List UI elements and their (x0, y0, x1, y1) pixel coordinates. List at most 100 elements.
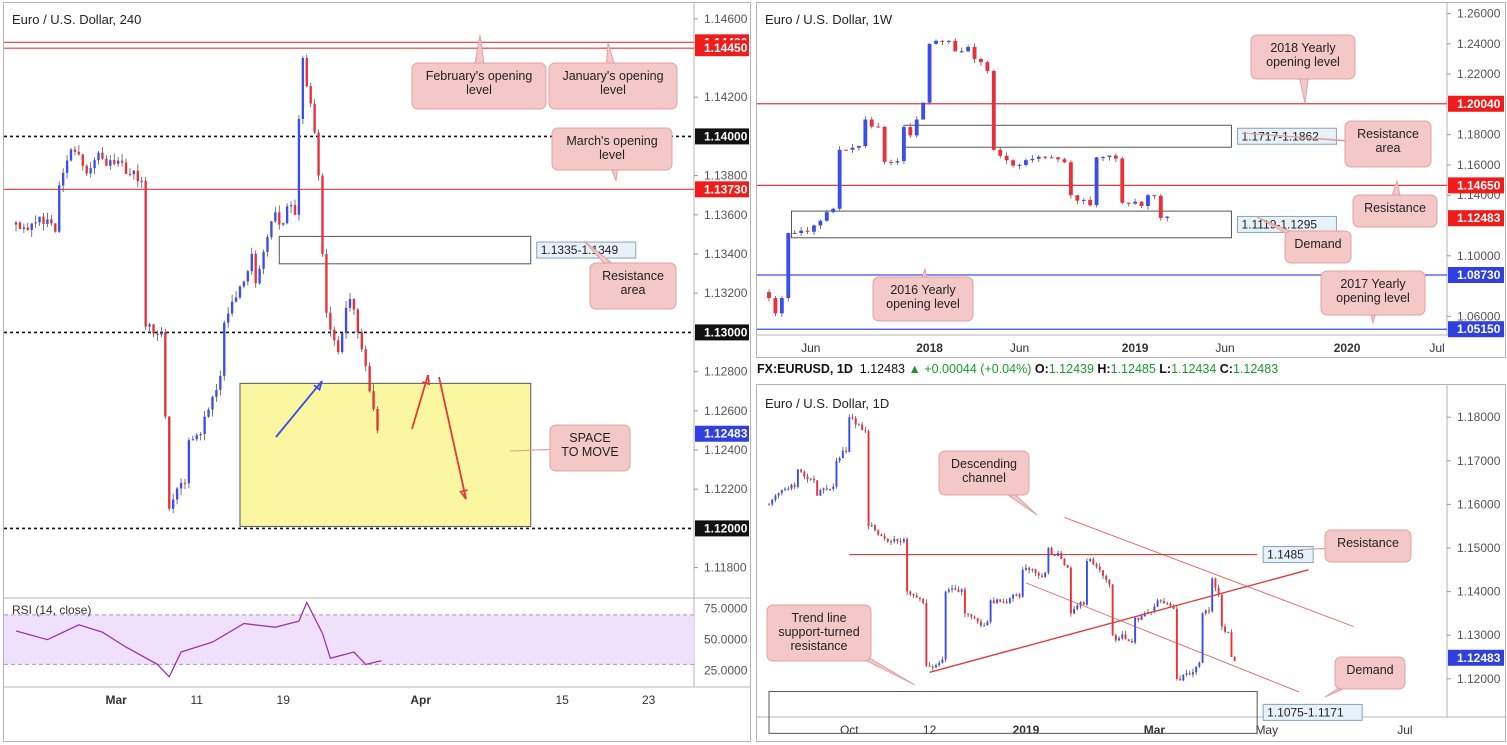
d1-candle-body (899, 541, 902, 543)
weekly-demand-callout-text: Demand (1294, 237, 1341, 251)
h4-price-tag-label: 1.12483 (704, 427, 748, 441)
h4-candle-body (337, 340, 340, 352)
d1-candle-body (787, 488, 790, 490)
h4-candle-body (171, 499, 175, 509)
d1-x-tick-label: 12 (923, 723, 937, 737)
daily-chart-panel[interactable]: 1.18000 1.17000 1.16000 1.15000 1.14000 1.130… (756, 384, 1506, 742)
d1-candle-body (1053, 553, 1056, 556)
red-down-arrow (438, 376, 467, 500)
daily-resistance-callout-box (1324, 529, 1412, 563)
h4-candle-body (246, 271, 250, 282)
price-change: +0.00044 (+0.04%) (924, 362, 1032, 376)
daily-resistance-callout-text: Resistance (1337, 536, 1399, 550)
w1-candle-body (792, 233, 797, 235)
d1-candle-body (874, 525, 876, 531)
w1-candle-body (991, 70, 996, 150)
weekly-chart-svg[interactable]: 1.260001.240001.220001.180001.160001.140… (757, 3, 1505, 357)
trend-line-callout-box (766, 604, 872, 662)
low-value: 1.12434 (1171, 362, 1217, 376)
h4-price-tag (695, 425, 749, 442)
h4-y-tick-label: 1.13400 (704, 247, 748, 261)
daily-chart-svg[interactable]: 1.18000 1.17000 1.16000 1.15000 1.14000 1.130… (757, 385, 1505, 741)
h4-candle-body (109, 160, 112, 166)
d1-candle-body (1224, 626, 1227, 632)
h4-chart-svg[interactable]: 1.14600 1.14200 1.13800 1.13600 1.13400 1.132… (4, 3, 750, 741)
h4-chart-panel[interactable]: 1.14600 1.14200 1.13800 1.13600 1.13400 1.132… (3, 2, 751, 742)
d1-candle-body (1111, 584, 1114, 636)
d1-candle-body (1182, 674, 1185, 681)
d1-level-label: 1.1485 (1267, 548, 1304, 562)
h4-candle-body (85, 165, 88, 174)
d1-candle-body (800, 469, 803, 472)
d1-candle-body (1085, 561, 1088, 605)
h4-candle-body (89, 168, 92, 174)
weekly-resistance-callout: Resistance (1352, 179, 1438, 228)
d1-candle-body (1175, 608, 1178, 679)
d1-candle-body (992, 600, 995, 604)
h4-price-tag (695, 128, 749, 145)
d1-level-label-box (1262, 546, 1314, 564)
weekly-chart-panel[interactable]: 1.26000 1.24000 1.22000 1.18000 1.16000 1.140… (756, 2, 1506, 358)
h4-candle-body (58, 185, 61, 232)
space-to-move-callout-box (549, 424, 631, 472)
w1-candle-body (998, 149, 1003, 156)
d1-candle-body (909, 591, 912, 595)
d1-candle-body (1169, 603, 1172, 606)
up-triangle-icon: ▲ (908, 362, 921, 376)
w1-candle-body (1113, 155, 1118, 159)
d1-candle-body (851, 417, 854, 419)
w1-candle-body (1120, 158, 1125, 203)
d1-candle-body (912, 594, 915, 596)
w1-x-tick-label: 2019 (1122, 341, 1149, 355)
d1-candle-body (829, 488, 831, 490)
d1-candle-body (947, 589, 950, 592)
d1-candle-body (793, 484, 796, 487)
w1-candle-body (1081, 199, 1086, 201)
d1-candle-body (1079, 602, 1082, 606)
rsi-tick-label: 50.0000 (704, 633, 748, 647)
d1-candle-body (1130, 641, 1133, 643)
w1-candle-body (882, 126, 887, 162)
weekly-resistance-area-callout-text: area (1375, 141, 1400, 155)
d1-candle-body (902, 539, 905, 542)
d1-zone-box (768, 690, 1258, 734)
d1-candle-body (1188, 673, 1191, 675)
d1-candle-body (1230, 632, 1233, 658)
h4-candle-body (61, 172, 65, 186)
h4-candle-body (26, 227, 29, 231)
h4-candle-body (356, 309, 360, 333)
d1-y-tick-label: 1.14000 (1457, 585, 1501, 599)
w1-candle-body (824, 212, 829, 221)
weekly-demand-callout: Demand (1256, 216, 1352, 264)
w1-candle-body (1152, 195, 1157, 197)
d1-candle-body (1089, 559, 1092, 562)
h4-x-tick-label: 19 (277, 693, 291, 707)
h4-price-tag (695, 181, 749, 198)
h4-candle-body (77, 151, 81, 155)
h4-x-tick-label: Apr (410, 693, 431, 707)
d1-candle-body (1217, 587, 1220, 595)
w1-candle-body (1133, 201, 1138, 204)
w1-candle-body (895, 161, 900, 163)
h4-zone-label: 1.1335-1.1349 (541, 243, 619, 257)
h4-candle-body (160, 332, 163, 335)
d1-y-tick-label: 1.15000 (1457, 541, 1501, 555)
w1-candle-body (1030, 158, 1035, 161)
d1-candle-body (819, 490, 822, 496)
d1-x-tick-label: 2019 (1013, 723, 1040, 737)
yearly-2017-callout-text: 2017 Yearly (1340, 277, 1406, 291)
weekly-resistance-callout-box (1352, 194, 1438, 228)
w1-candle-body (786, 233, 791, 299)
w1-price-tag (1448, 95, 1504, 112)
yearly-2016-callout-text: 2016 Yearly (890, 283, 956, 297)
w1-candle-body (966, 46, 971, 52)
d1-x-tick-label: Mar (1144, 723, 1166, 737)
low-label: L: (1159, 362, 1172, 376)
w1-candle-body (959, 51, 964, 53)
w1-candle-body (927, 43, 932, 103)
h4-candle-body (372, 391, 375, 409)
descending-channel-callout-text: channel (962, 471, 1006, 485)
d1-candle-body (1191, 672, 1194, 675)
